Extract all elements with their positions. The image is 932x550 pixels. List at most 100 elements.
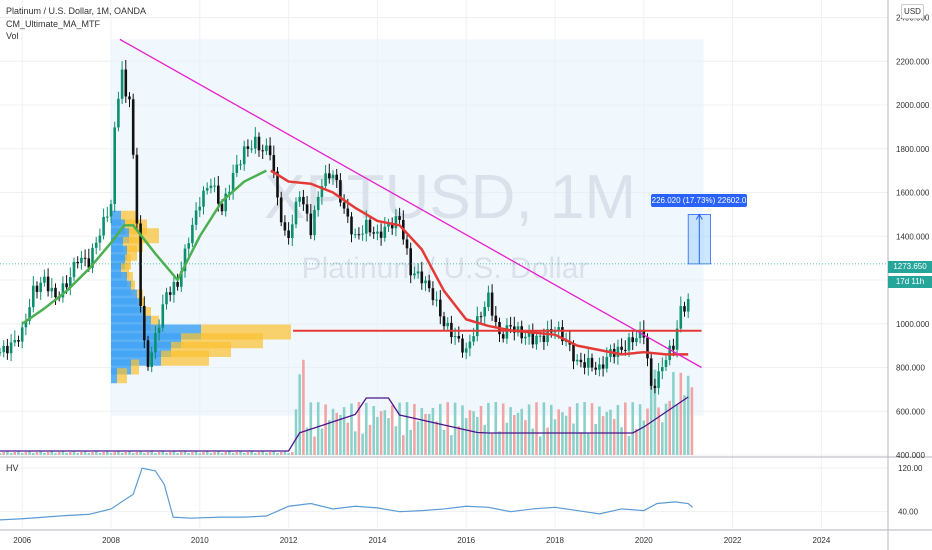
candle-body xyxy=(579,359,583,363)
volume-bar xyxy=(98,453,102,455)
volume-bar xyxy=(653,369,657,455)
volume-bar xyxy=(379,411,383,455)
candle-body xyxy=(176,282,179,287)
volume-bar xyxy=(246,452,250,455)
candle-body xyxy=(390,223,394,229)
candle-body xyxy=(638,329,642,339)
candle-body xyxy=(250,148,253,150)
hv-pane-label[interactable]: HV xyxy=(6,463,19,473)
candle-body xyxy=(624,349,627,351)
candle-body xyxy=(32,285,35,308)
candle-body xyxy=(268,145,272,156)
volume-bar xyxy=(231,453,235,455)
currency-button[interactable]: USD xyxy=(901,4,924,19)
candle-body xyxy=(302,196,305,205)
volume-bar xyxy=(376,416,379,455)
time-tick-label: 2022 xyxy=(724,536,742,545)
candle-body xyxy=(128,96,131,100)
candle-body xyxy=(331,174,335,179)
candle-body xyxy=(420,271,424,284)
candle-body xyxy=(187,243,190,249)
candle-body xyxy=(279,197,283,223)
volume-bar xyxy=(350,403,353,455)
volume-bar xyxy=(265,453,268,455)
candle-body xyxy=(220,203,224,212)
candle-body xyxy=(494,315,498,323)
candle-body xyxy=(653,385,657,389)
candle-body xyxy=(69,277,72,288)
candle-body xyxy=(524,336,527,339)
volume-bar xyxy=(342,407,346,455)
candles xyxy=(0,59,690,395)
candle-body xyxy=(139,223,142,306)
volume-bar xyxy=(328,420,331,455)
volume-bar xyxy=(587,432,590,455)
volume-bar xyxy=(131,453,135,455)
volume-bar xyxy=(28,451,31,455)
candle-body xyxy=(202,190,205,207)
time-tick-label: 2014 xyxy=(369,536,387,545)
candle-body xyxy=(228,191,231,194)
candle-body xyxy=(346,208,350,217)
volume-bar xyxy=(205,451,209,455)
volume-profile xyxy=(111,210,291,384)
volume-bar xyxy=(72,451,76,455)
candle-body xyxy=(664,360,668,368)
candle-body xyxy=(339,180,342,203)
volume-bar xyxy=(76,453,79,455)
candle-body xyxy=(335,174,338,181)
volume-bar xyxy=(553,419,557,455)
indicator-legend-vol[interactable]: Vol xyxy=(6,31,19,41)
candle-body xyxy=(283,222,287,231)
volume-bar xyxy=(590,403,594,455)
volume-bar xyxy=(572,423,575,455)
volume-bar xyxy=(135,452,139,455)
measure-label: 226.020 (17.73%) 22602.0 xyxy=(651,194,747,207)
volume-bar xyxy=(2,452,5,455)
volume-bar xyxy=(57,452,61,455)
candle-body xyxy=(501,334,505,339)
candle-body xyxy=(479,316,483,318)
volume-bar xyxy=(627,436,631,455)
candle-body xyxy=(446,322,449,327)
time-tick-label: 2006 xyxy=(13,536,31,545)
candle-body xyxy=(590,357,594,368)
candle-body xyxy=(172,282,176,295)
volume-bar xyxy=(372,406,375,455)
time-tick-label: 2020 xyxy=(635,536,653,545)
candle-body xyxy=(416,271,420,274)
volume-bar xyxy=(305,427,309,455)
volume-bar xyxy=(124,452,128,455)
volume-bar xyxy=(24,452,28,455)
volume-bar xyxy=(357,402,361,455)
volume-bar xyxy=(109,453,113,455)
candle-body xyxy=(198,206,202,211)
axis-corner[interactable] xyxy=(888,530,932,550)
volume-bar xyxy=(298,374,301,455)
volume-bar xyxy=(420,407,424,455)
volume-profile-bar xyxy=(127,272,133,287)
volume-bar xyxy=(635,428,638,455)
volume-bar xyxy=(361,433,364,455)
candle-body xyxy=(261,150,264,152)
candle-body xyxy=(316,196,320,211)
candle-body xyxy=(161,304,165,328)
volume-bar xyxy=(405,402,409,455)
indicator-legend-ma[interactable]: CM_Ultimate_MA_MTF xyxy=(6,19,101,29)
volume-bar xyxy=(324,404,327,455)
candle-body xyxy=(272,155,276,172)
time-tick-label: 2010 xyxy=(191,536,209,545)
volume-bar xyxy=(616,404,620,455)
candle-body xyxy=(575,359,579,362)
candle-body xyxy=(353,234,357,236)
candle-body xyxy=(587,357,590,368)
volume-bar xyxy=(17,451,20,455)
candle-body xyxy=(683,306,686,312)
volume-bar xyxy=(427,413,431,455)
symbol-legend[interactable]: Platinum / U.S. Dollar, 1M, OANDA xyxy=(6,6,147,16)
volume-profile-bar xyxy=(131,280,135,296)
volume-bar xyxy=(217,451,220,455)
candle-body xyxy=(124,69,128,97)
